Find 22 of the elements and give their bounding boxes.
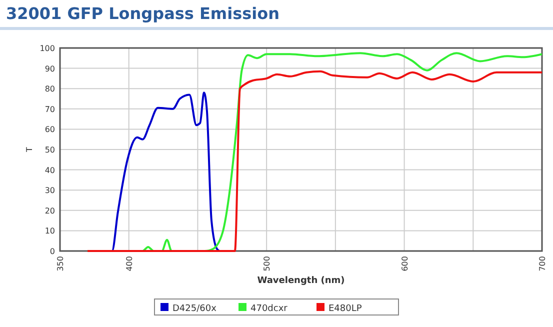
y-tick-label: 20 — [44, 206, 55, 216]
y-tick-label: 90 — [44, 64, 55, 74]
y-tick-label: 50 — [44, 146, 55, 154]
legend-label: E480LP — [328, 304, 362, 314]
y-axis-title: T — [25, 146, 34, 153]
legend-label: 470dcxr — [250, 304, 288, 314]
chart-title: 32001 GFP Longpass Emission — [6, 4, 280, 23]
x-tick-label: 700 — [538, 256, 547, 272]
y-tick-label: 10 — [44, 226, 55, 236]
x-axis-title: Wavelength (nm) — [257, 276, 345, 286]
x-tick-label: 600 — [400, 256, 410, 272]
y-tick-label: 80 — [44, 84, 55, 94]
y-tick-label: 100 — [40, 44, 55, 53]
y-tick-label: 60 — [44, 125, 55, 134]
y-tick-label: 0 — [50, 247, 55, 256]
x-tick-label: 400 — [124, 256, 134, 272]
y-tick-label: 30 — [44, 186, 55, 196]
y-tick-label: 40 — [44, 166, 55, 175]
y-tick-label: 70 — [44, 104, 55, 114]
legend-label: D425/60x — [172, 304, 218, 314]
x-tick-label: 350 — [56, 256, 65, 272]
x-tick-label: 500 — [262, 256, 272, 272]
